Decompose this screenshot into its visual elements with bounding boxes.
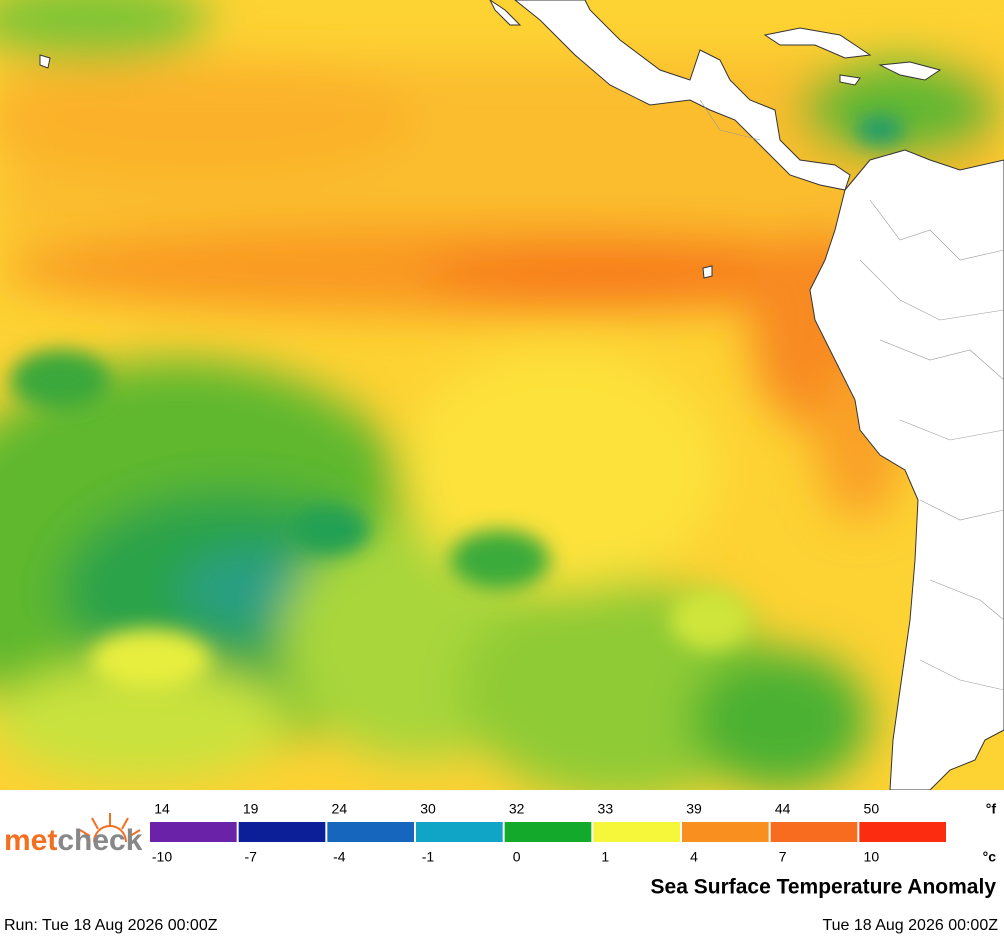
legend-swatch: [416, 822, 503, 842]
legend-label-c: 10: [864, 849, 880, 865]
legend-label-f: 32: [509, 801, 525, 817]
logo-check: check: [57, 824, 142, 857]
legend-swatch: [504, 822, 592, 842]
logo: metcheck: [4, 813, 143, 857]
valid-time: Tue 18 Aug 2026 00:00Z: [822, 917, 998, 934]
legend-swatch: [770, 822, 858, 842]
legend-label-f: 30: [420, 801, 436, 817]
logo-sun: [79, 813, 141, 843]
legend-label-f: 44: [775, 801, 791, 817]
map-title: Sea Surface Temperature Anomaly: [651, 876, 997, 899]
logo-met: met: [4, 824, 57, 857]
legend-swatch: [150, 822, 237, 842]
legend-swatch: [238, 822, 326, 842]
legend-unit-c: °c: [983, 849, 997, 865]
land: [39, 0, 1004, 790]
legend-label-f: 50: [864, 801, 880, 817]
legend-swatch: [327, 822, 414, 842]
legend-unit-f: °f: [986, 801, 997, 817]
legend-swatch: [682, 822, 769, 842]
legend-label-c: 1: [601, 849, 609, 865]
run-time: Run: Tue 18 Aug 2026 00:00Z: [4, 917, 218, 934]
legend-label-c: 4: [690, 849, 698, 865]
legend-swatch: [859, 822, 946, 842]
legend-swatch: [593, 822, 680, 842]
legend-label-f: 33: [598, 801, 614, 817]
legend-label-c: -7: [244, 849, 257, 865]
borders: [699, 99, 1004, 691]
legend-label-f: 19: [243, 801, 259, 817]
logo-text: metcheck: [4, 824, 143, 857]
anomaly-detail: [10, 115, 905, 690]
legend-label-f: 14: [154, 801, 170, 817]
legend-label-f: 24: [332, 801, 348, 817]
legend-label-c: 7: [779, 849, 787, 865]
map: [0, 0, 1004, 790]
legend-label-c: 0: [513, 849, 521, 865]
legend-label-c: -4: [333, 849, 346, 865]
legend-label-f: 39: [686, 801, 702, 817]
legend-label-c: -1: [422, 849, 435, 865]
legend-label-c: -10: [152, 849, 172, 865]
